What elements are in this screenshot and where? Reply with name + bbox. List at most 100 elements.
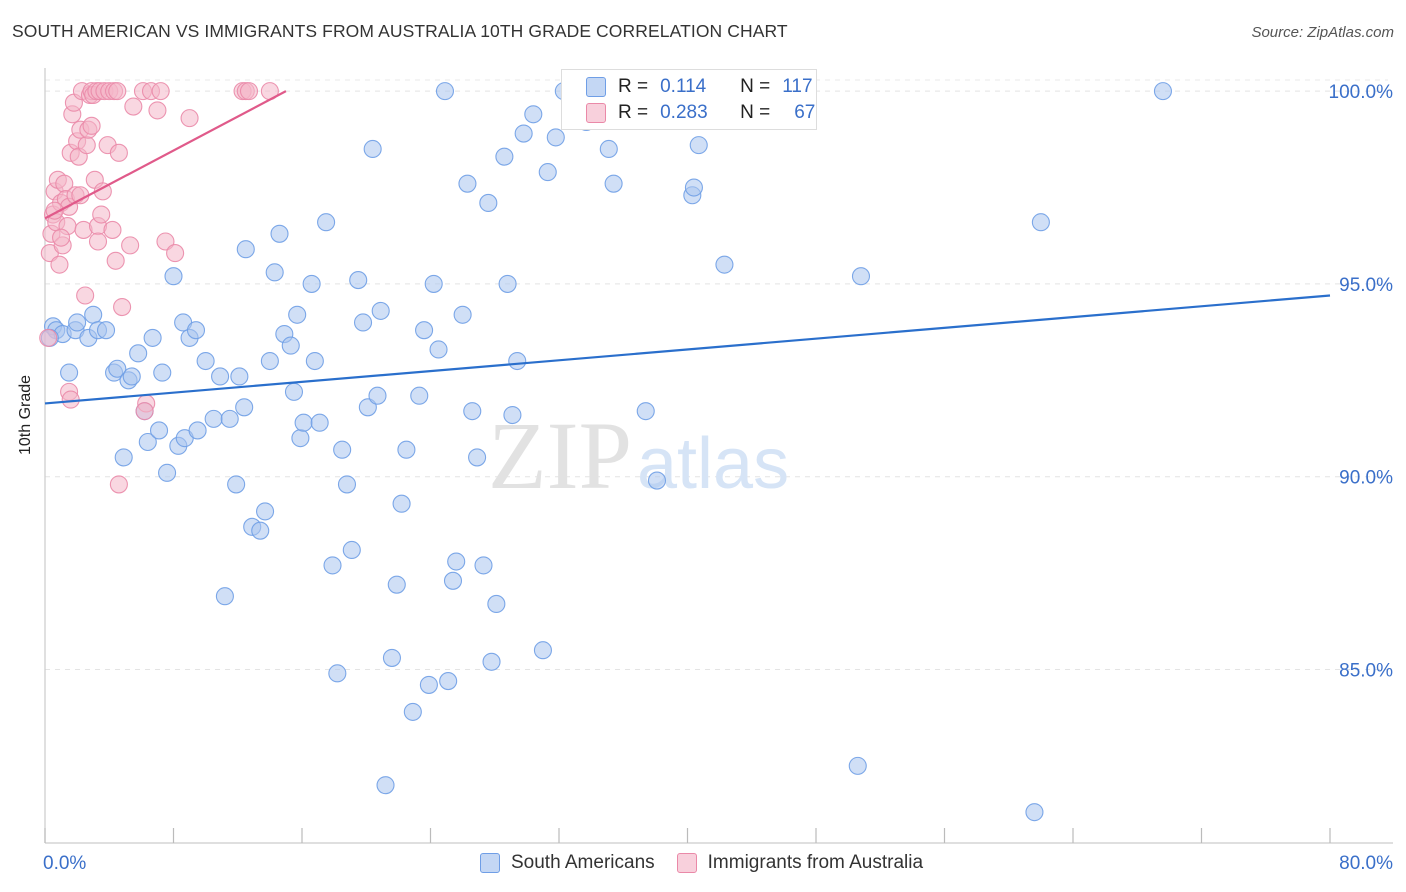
australia-immigrant-point — [156, 232, 175, 251]
south-american-point — [371, 301, 390, 320]
south-american-point — [397, 440, 416, 459]
south-american-point — [363, 139, 382, 159]
south-american-point — [514, 124, 533, 143]
australia-immigrant-point — [108, 82, 127, 101]
australia-immigrant-point — [82, 116, 101, 135]
south-american-point — [533, 641, 552, 660]
south-american-point — [129, 344, 148, 363]
south-american-point — [508, 351, 527, 371]
source-label: Source: ZipAtlas.com — [1251, 24, 1394, 41]
legend-label: Immigrants from Australia — [707, 852, 924, 873]
south-american-point — [474, 556, 493, 575]
n-value: 117 — [782, 76, 813, 97]
south-american-point — [463, 402, 482, 421]
south-american-point — [138, 432, 157, 452]
legend-item-south-americans: South Americans — [480, 852, 655, 874]
south-american-point — [599, 139, 618, 159]
australia-immigrant-point — [77, 136, 96, 155]
legend-swatch-blue — [586, 77, 606, 97]
south-american-point — [211, 367, 230, 386]
south-american-point — [317, 213, 336, 232]
south-american-point — [215, 587, 234, 606]
south-american-point — [1153, 82, 1172, 101]
n-value: 67 — [794, 102, 816, 123]
south-american-point — [196, 351, 215, 371]
south-american-point — [479, 193, 498, 213]
south-american-point — [684, 178, 703, 197]
y-tick-label: 85.0% — [1339, 660, 1393, 681]
south-american-point — [328, 664, 347, 683]
south-american-point — [220, 409, 239, 428]
south-american-point — [546, 128, 565, 147]
south-american-point — [227, 475, 246, 494]
australia-immigrant-point — [113, 298, 132, 317]
south-american-point — [265, 263, 284, 282]
r-label: R = — [618, 102, 649, 123]
south-american-point — [291, 429, 310, 448]
australia-immigrant-point — [109, 475, 128, 494]
south-american-point — [435, 82, 455, 101]
south-american-point — [358, 398, 377, 417]
south-american-point — [256, 502, 275, 521]
legend-swatch-pink — [586, 103, 606, 123]
australia-immigrant-point — [52, 228, 71, 247]
australia-immigrant-point — [76, 286, 95, 305]
n-label: N = — [740, 76, 771, 97]
south-american-point — [294, 413, 313, 432]
south-american-point — [251, 521, 270, 540]
australia-immigrant-trendline — [44, 90, 287, 220]
south-american-point — [236, 240, 255, 259]
south-american-point — [458, 174, 477, 193]
n-label: N = — [740, 102, 771, 123]
south-american-point — [96, 321, 116, 340]
south-american-point — [376, 776, 395, 795]
y-tick-label: 100.0% — [1329, 82, 1394, 103]
legend-swatch-blue — [480, 853, 500, 873]
south-american-trendline — [44, 294, 1331, 405]
data-points — [39, 82, 1172, 822]
south-american-point — [188, 421, 207, 440]
south-american-point — [1031, 213, 1050, 232]
south-american-point — [260, 351, 279, 371]
south-american-point — [158, 463, 177, 482]
correlation-legend: R = 0.114 N = 117 R = 0.283 N = 67 — [561, 69, 817, 130]
chart-title: SOUTH AMERICAN VS IMMIGRANTS FROM AUSTRA… — [12, 21, 788, 41]
south-american-point — [410, 386, 429, 405]
australia-immigrant-point — [239, 82, 259, 101]
south-american-point — [353, 313, 373, 332]
south-american-point — [424, 274, 443, 293]
south-american-point — [715, 255, 734, 274]
south-american-point — [337, 475, 357, 494]
watermark-atlas: atlas — [637, 424, 789, 504]
south-american-point — [310, 413, 329, 432]
australia-immigrant-point — [50, 255, 69, 274]
south-american-point — [149, 421, 169, 440]
australia-immigrant-point — [103, 220, 122, 239]
australia-immigrant-point — [71, 186, 90, 205]
south-american-point — [453, 305, 472, 324]
australia-immigrant-point — [148, 101, 167, 120]
south-american-point — [164, 267, 183, 286]
south-american-point — [495, 147, 514, 166]
south-american-point — [419, 675, 438, 694]
south-american-point — [349, 271, 368, 290]
south-american-point — [498, 274, 517, 293]
south-american-point — [284, 382, 304, 401]
series-legend: South Americans Immigrants from Australi… — [480, 852, 945, 874]
south-american-point — [636, 402, 655, 421]
south-american-point — [647, 471, 667, 490]
south-american-point — [270, 224, 289, 243]
r-value: 0.283 — [660, 102, 708, 123]
australia-immigrant-point — [135, 402, 154, 421]
australia-immigrant-point — [92, 205, 111, 224]
tick-labels: 85.0% 90.0% 95.0% 100.0% 0.0% 80.0% — [43, 82, 1393, 874]
south-american-point — [382, 648, 402, 667]
south-american-point — [235, 398, 254, 417]
south-american-point — [230, 367, 249, 386]
south-american-point — [122, 367, 141, 386]
south-american-point — [68, 313, 87, 332]
australia-immigrant-point — [124, 97, 143, 116]
y-tick-label: 95.0% — [1339, 275, 1393, 296]
south-american-point — [368, 386, 387, 405]
